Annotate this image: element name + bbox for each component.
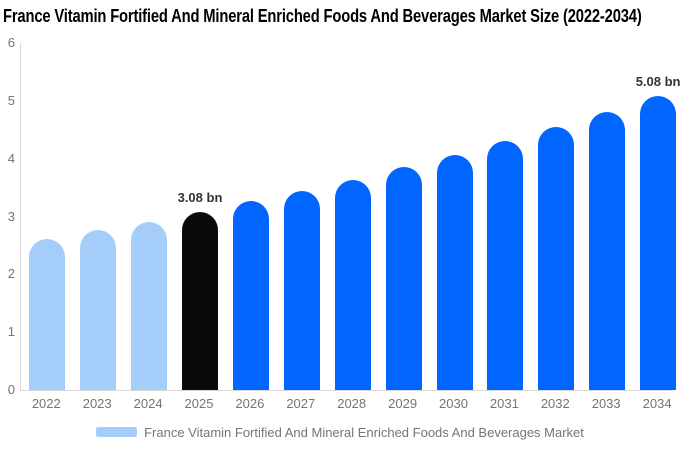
- y-axis-tick-label-6: 6: [7, 35, 15, 50]
- chart-title: France Vitamin Fortified And Mineral Enr…: [3, 6, 642, 26]
- x-axis-label-2023: 2023: [82, 396, 112, 411]
- bar-2028: [334, 179, 371, 390]
- y-axis-tick-label-0: 0: [7, 382, 15, 397]
- bar-2033: [589, 111, 626, 390]
- x-axis-label-2034: 2034: [642, 396, 672, 411]
- legend: France Vitamin Fortified And Mineral Enr…: [0, 424, 680, 440]
- x-axis-label-2031: 2031: [489, 396, 519, 411]
- bar-2031: [487, 141, 524, 390]
- legend-swatch: [96, 427, 138, 437]
- bar-2027: [283, 191, 320, 390]
- bar-2025: [182, 211, 218, 390]
- x-axis-label-2025: 2025: [184, 396, 214, 411]
- x-axis-label-2033: 2033: [591, 396, 621, 411]
- x-axis-label-2027: 2027: [286, 396, 316, 411]
- bar-2034: [640, 96, 677, 390]
- x-axis-label-2030: 2030: [439, 396, 468, 411]
- x-axis-label-2026: 2026: [235, 396, 265, 411]
- y-axis-tick-label-3: 3: [7, 208, 15, 224]
- data-label-2034: 5.08 bn: [635, 74, 680, 90]
- y-axis-tick-label-1: 1: [7, 324, 15, 340]
- plot-area: 3.08 bn 5.08 bn: [20, 43, 680, 391]
- x-axis-label-2029: 2029: [388, 396, 418, 411]
- y-axis-tick-label-2: 2: [7, 266, 15, 282]
- bar-2022: [29, 239, 66, 390]
- bar-2032: [538, 126, 575, 390]
- y-axis-tick-label-5: 5: [7, 92, 15, 108]
- x-axis-label-2024: 2024: [133, 396, 163, 411]
- x-axis-label-2032: 2032: [540, 396, 570, 411]
- bar-2030: [436, 154, 473, 390]
- y-axis-tick-label-4: 4: [7, 150, 15, 166]
- data-label-2025: 3.08 bn: [177, 189, 223, 205]
- bar-2024: [131, 221, 168, 390]
- bar-2026: [232, 201, 269, 390]
- x-axis-label-2028: 2028: [337, 396, 367, 411]
- legend-label: France Vitamin Fortified And Mineral Enr…: [144, 424, 584, 440]
- bar-2029: [385, 167, 422, 390]
- x-axis-label-2022: 2022: [31, 396, 61, 411]
- bar-2023: [80, 230, 117, 390]
